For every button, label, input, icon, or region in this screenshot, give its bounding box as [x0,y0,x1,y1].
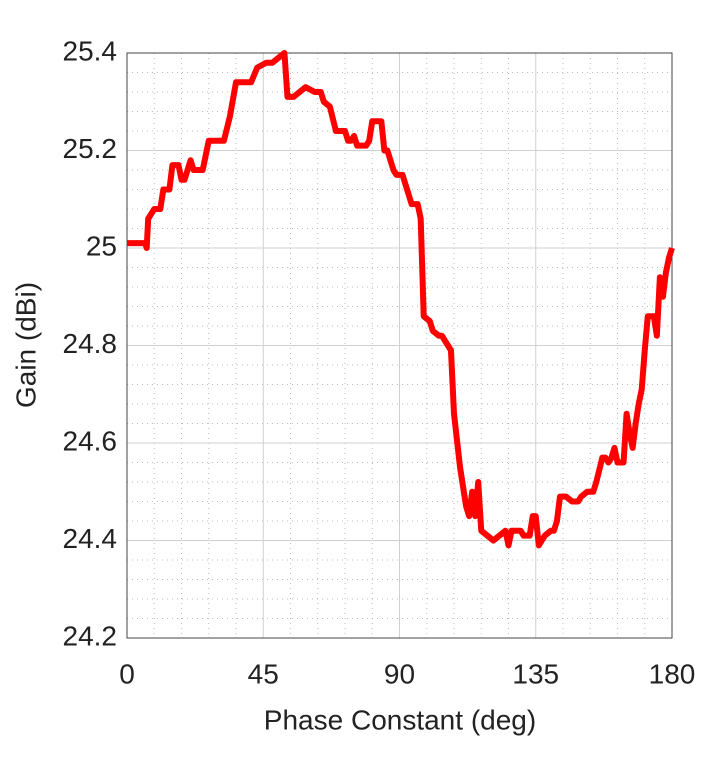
x-tick-label: 180 [649,658,696,689]
y-tick-label: 25 [86,230,117,261]
axes-box [126,52,673,639]
y-tick-label: 24.4 [63,523,118,554]
x-axis-label: Phase Constant (deg) [264,704,536,735]
y-tick-label: 25.4 [63,35,118,66]
y-tick-label: 24.8 [63,328,118,359]
x-tick-label: 45 [248,658,279,689]
x-tick-label: 0 [119,658,135,689]
y-axis-label: Gain (dBi) [10,282,41,408]
x-tick-label: 135 [512,658,559,689]
y-tick-label: 25.2 [63,133,118,164]
y-tick-label: 24.6 [63,425,118,456]
x-tick-label: 90 [384,658,415,689]
data-line [127,50,675,549]
y-tick-label: 24.2 [63,620,118,651]
